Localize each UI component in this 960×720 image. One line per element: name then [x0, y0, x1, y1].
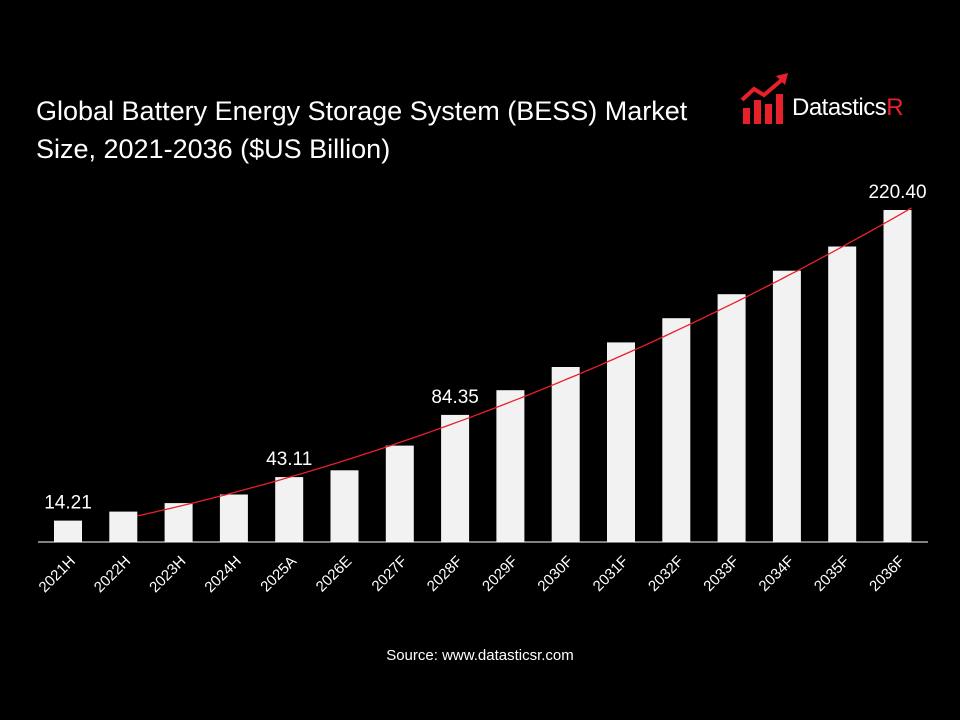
x-tick-labels: 2021H 2022H 2023H 2024H 2025A 2026E 2027F 2028F… — [36, 553, 909, 596]
logo-text: DatasticsR — [792, 94, 904, 121]
x-tick-label: 2029F — [479, 553, 521, 595]
bar-2036F — [883, 210, 912, 542]
x-tick-label: 2022H — [91, 553, 134, 596]
bar-2026E — [330, 470, 359, 542]
x-tick-label: 2026E — [313, 553, 356, 596]
x-tick-label: 2021H — [36, 553, 79, 596]
bar-chart: 2021H 2022H 2023H 2024H 2025A 2026E 2027F 2028F… — [36, 182, 928, 596]
x-tick-label: 2023H — [146, 553, 189, 596]
data-label-2021H: 14.21 — [44, 493, 92, 514]
bar-2028F — [441, 414, 470, 542]
bar-2024H — [219, 494, 248, 542]
bar-2034F — [772, 270, 801, 542]
data-label-2028F: 84.35 — [431, 387, 479, 408]
bar-2021H — [54, 520, 82, 542]
chart-title-line-1: Global Battery Energy Storage System (BE… — [36, 96, 688, 126]
datasticsr-logo: DatasticsR — [740, 72, 940, 132]
x-tick-label: 2031F — [590, 553, 632, 595]
x-tick-label: 2027F — [369, 553, 411, 595]
bar-2032F — [662, 318, 691, 542]
bar-2035F — [828, 246, 857, 542]
x-tick-label: 2025A — [257, 553, 300, 596]
data-label-2025A: 43.11 — [266, 449, 312, 470]
x-tick-label: 2024H — [201, 553, 244, 596]
source-note: Source: www.datasticsr.com — [386, 647, 574, 664]
bar-chart-arrow-icon — [740, 73, 788, 124]
x-tick-label: 2030F — [534, 553, 576, 595]
chart-title: Global Battery Energy Storage System (BE… — [36, 92, 736, 168]
data-label-2036F: 220.40 — [868, 182, 926, 203]
bar-2023H — [164, 503, 193, 542]
bar-2022H — [109, 511, 138, 542]
x-tick-label: 2035F — [811, 553, 853, 595]
trendline — [137, 207, 912, 517]
x-tick-label: 2036F — [866, 553, 908, 595]
data-labels: 14.21 43.11 84.35 220.40 — [44, 182, 926, 514]
x-tick-label: 2028F — [424, 553, 466, 595]
bar-2033F — [717, 294, 746, 542]
x-tick-label: 2032F — [645, 553, 687, 595]
bars-group — [54, 210, 912, 542]
bar-2025A — [275, 477, 304, 542]
x-tick-label: 2034F — [756, 553, 798, 595]
chart-title-line-2: Size, 2021-2036 ($US Billion) — [36, 134, 391, 164]
x-tick-label: 2033F — [700, 553, 742, 595]
bar-2030F — [551, 367, 580, 542]
bar-2027F — [385, 445, 414, 542]
bar-2029F — [496, 390, 525, 542]
bar-2031F — [607, 342, 635, 542]
